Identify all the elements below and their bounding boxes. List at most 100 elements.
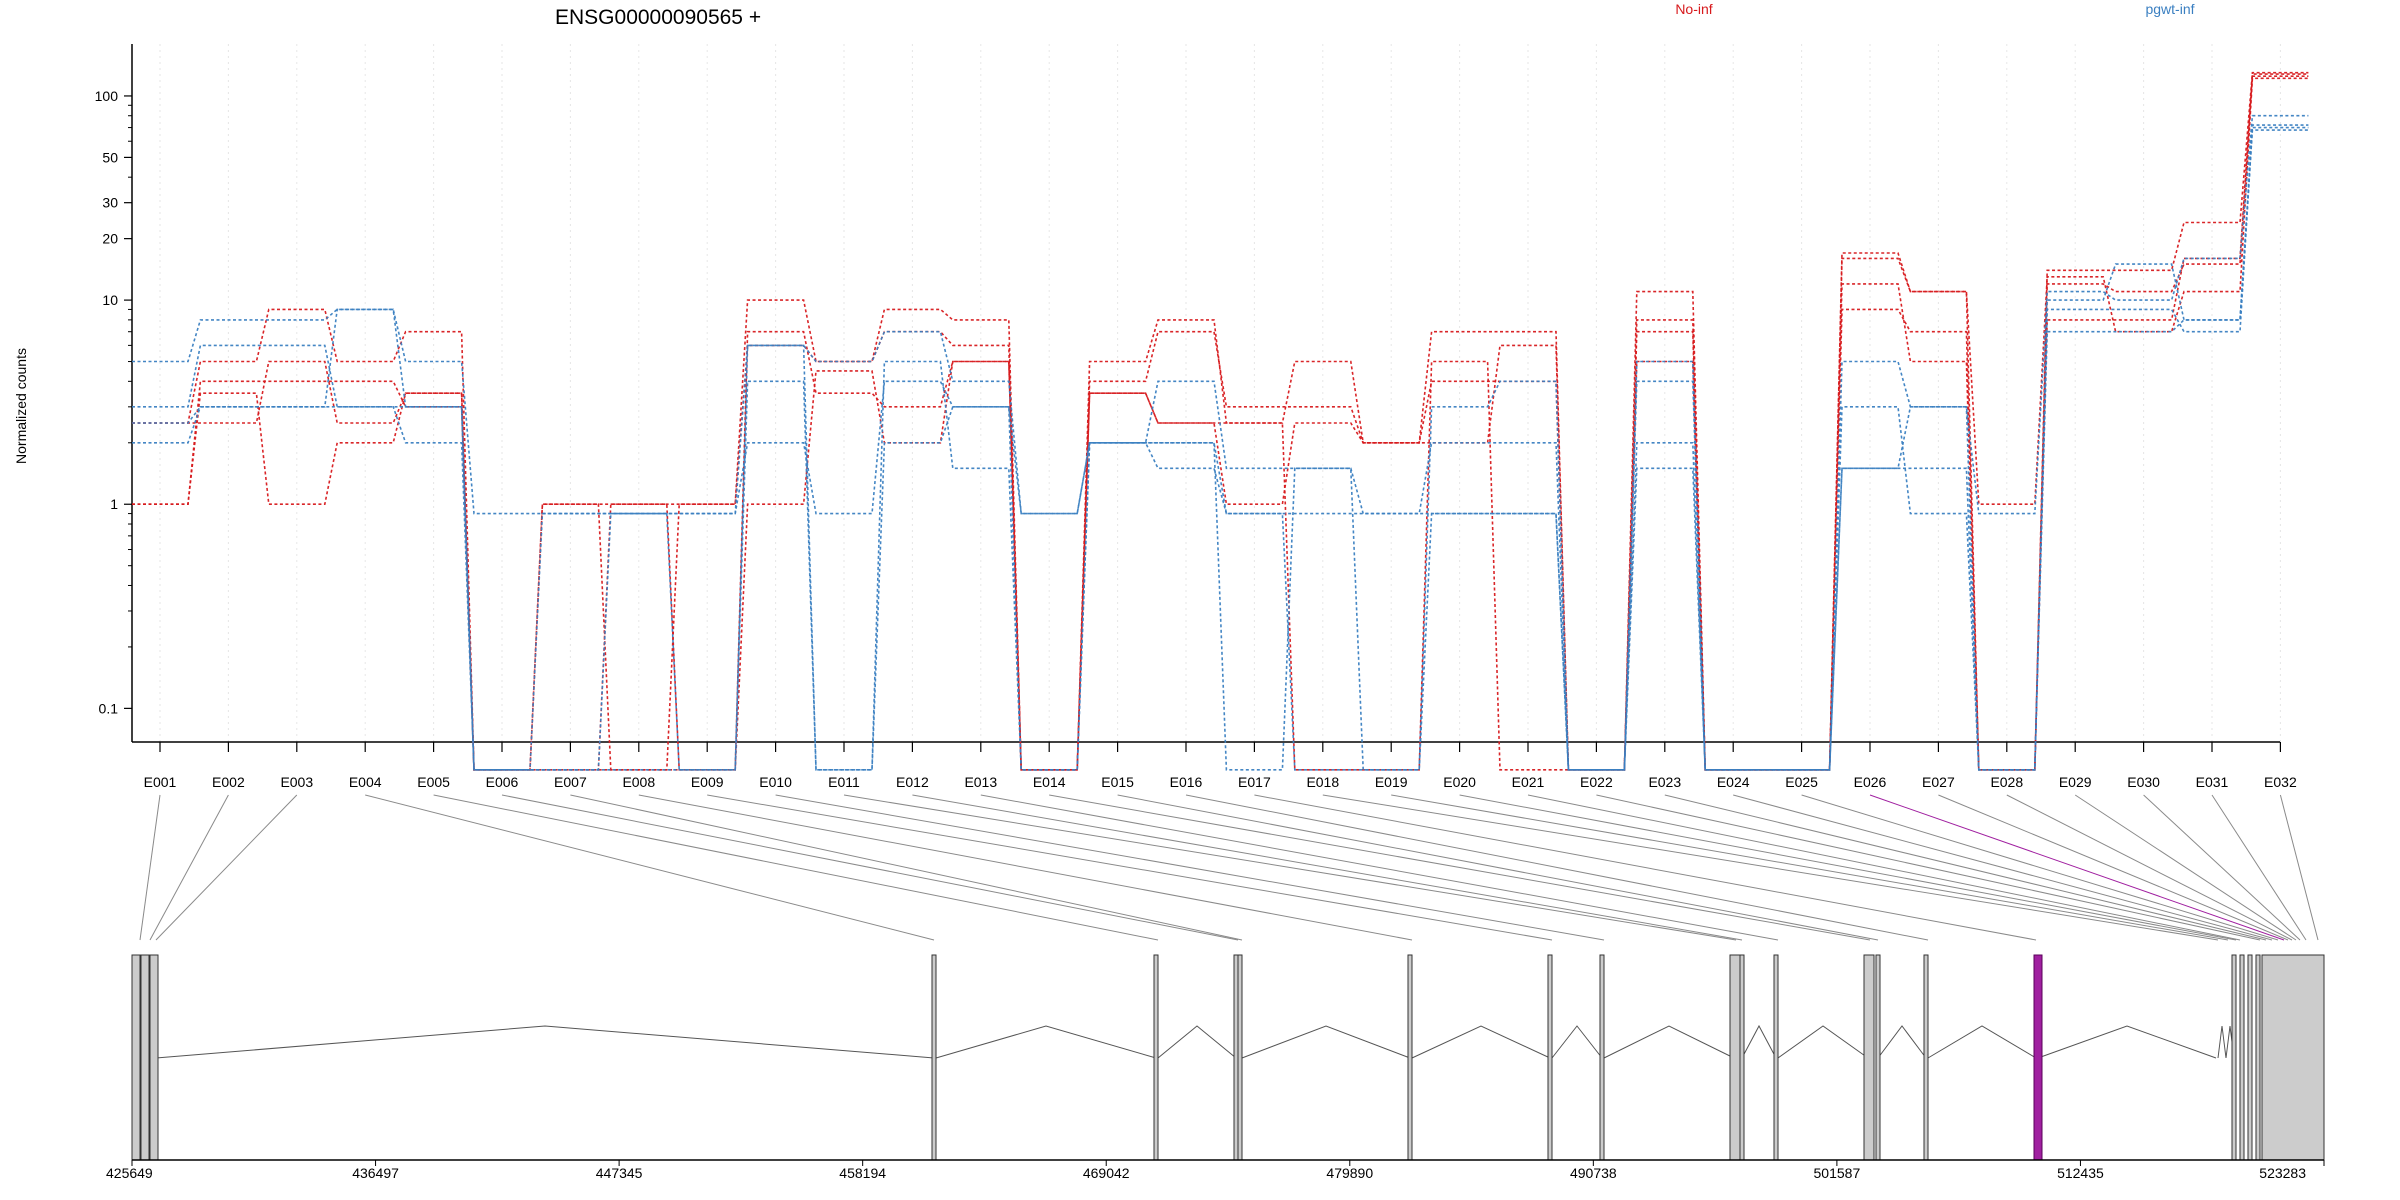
x-tick-label-e018: E018: [1306, 774, 1339, 790]
x-tick-label-e019: E019: [1375, 774, 1408, 790]
exon-block-12: [1739, 954, 1745, 1161]
x-tick-label-e007: E007: [554, 774, 587, 790]
exon-block-17: [2231, 954, 2237, 1161]
connector-e031: [2211, 794, 2307, 941]
genomic-tick-label: 523283: [2259, 1165, 2306, 1181]
exon-connectors: [139, 794, 2319, 941]
series-line-5: [132, 114, 2309, 771]
intron-4: [1241, 1025, 1411, 1059]
connector-e013: [980, 794, 1779, 941]
y-tick-label: 1: [110, 496, 118, 512]
exon-block-10: [1599, 954, 1605, 1161]
connector-e018: [1322, 794, 2219, 941]
series-line-2: [132, 71, 2309, 771]
x-tick-label-e020: E020: [1443, 774, 1476, 790]
connector-e010: [775, 794, 1605, 941]
genomic-tick-label: 447345: [596, 1165, 643, 1181]
legend-entry-no-inf: No-inf: [1675, 1, 1712, 17]
x-tick-label-e024: E024: [1717, 774, 1750, 790]
exon-block-9: [1547, 954, 1553, 1161]
highlighted-exon-e026: [2033, 954, 2043, 1161]
intron-3: [1157, 1025, 1237, 1059]
x-tick-label-e025: E025: [1785, 774, 1818, 790]
exon-block-1: [131, 954, 141, 1161]
x-tick-label-e015: E015: [1101, 774, 1134, 790]
connector-e002: [149, 794, 229, 941]
x-tick-label-e011: E011: [828, 774, 860, 790]
connector-e030: [2143, 794, 2301, 941]
exon-block-15: [1875, 954, 1881, 1161]
genomic-tick-label: 490738: [1570, 1165, 1617, 1181]
x-tick-label-e032: E032: [2264, 774, 2297, 790]
chart-title: ENSG00000090565 +: [555, 6, 761, 29]
intron-7: [1603, 1025, 1735, 1059]
intron-9: [1777, 1025, 1869, 1059]
x-tick-label-e010: E010: [759, 774, 792, 790]
exon-block-11: [1729, 954, 1741, 1161]
connector-e005: [433, 794, 1159, 941]
connector-e027: [1938, 794, 2289, 941]
x-tick-label-e021: E021: [1512, 774, 1545, 790]
connector-e025: [1801, 794, 2279, 941]
y-tick-label: 30: [102, 195, 118, 211]
x-tick-label-e016: E016: [1170, 774, 1203, 790]
exon-block-20: [2255, 954, 2261, 1161]
genomic-axis: 425649 436497 447345 458194 469042 479890 4907…: [106, 1159, 2325, 1181]
genomic-tick-label: 512435: [2057, 1165, 2104, 1181]
intron-5: [1411, 1025, 1551, 1059]
x-tick-label-e005: E005: [417, 774, 450, 790]
connector-e029: [2074, 794, 2297, 941]
y-tick-label: 100: [95, 88, 119, 104]
series-line-8: [132, 124, 2309, 771]
exon-block-8: [1407, 954, 1413, 1161]
x-tick-label-e004: E004: [349, 774, 382, 790]
connector-e015: [1117, 794, 1879, 941]
x-tick-label-e013: E013: [964, 774, 997, 790]
connector-e004: [365, 794, 935, 941]
genomic-tick-label: 501587: [1814, 1165, 1861, 1181]
x-tick-label-e006: E006: [486, 774, 519, 790]
plot-axes: [131, 44, 2280, 743]
exon-block-4: [931, 954, 937, 1161]
x-tick-label-e003: E003: [280, 774, 313, 790]
x-tick-label-e002: E002: [212, 774, 245, 790]
exon-block-13: [1773, 954, 1779, 1161]
intron-11: [1927, 1025, 2037, 1059]
y-tick-label: 10: [102, 292, 118, 308]
connector-e021: [1527, 794, 2241, 941]
series-line-6: [132, 126, 2309, 771]
genomic-tick-label: 458194: [839, 1165, 886, 1181]
x-tick-label-e017: E017: [1238, 774, 1271, 790]
series-lines: [132, 71, 2309, 771]
connector-e017: [1254, 794, 2037, 941]
exon-block-7: [1237, 954, 1243, 1161]
x-tick-label-e028: E028: [1990, 774, 2023, 790]
gene-model: [131, 954, 2325, 1161]
connector-e026: [1869, 794, 2285, 941]
y-axis-label: Normalized counts: [13, 348, 29, 464]
exon-block-2: [140, 954, 150, 1161]
connector-e022: [1596, 794, 2261, 941]
x-tick-label-e012: E012: [896, 774, 929, 790]
x-tick-label-e008: E008: [622, 774, 655, 790]
series-line-4: [132, 73, 2309, 771]
x-tick-label-e009: E009: [691, 774, 724, 790]
x-tick-label-e027: E027: [1922, 774, 1955, 790]
connector-e008: [638, 794, 1413, 941]
exon-block-18: [2239, 954, 2245, 1161]
intron-13: [2217, 1025, 2227, 1059]
exon-block-14: [1863, 954, 1875, 1161]
x-tick-label-e023: E023: [1648, 774, 1681, 790]
connector-e011: [843, 794, 1737, 941]
connector-e009: [707, 794, 1553, 941]
connector-e006: [501, 794, 1239, 941]
exon-block-3: [149, 954, 159, 1161]
connector-e014: [1049, 794, 1871, 941]
x-tick-label-e001: E001: [144, 774, 177, 790]
intron-10: [1877, 1025, 1927, 1059]
intron-2: [935, 1025, 1157, 1059]
connector-e020: [1459, 794, 2237, 941]
y-axis-ticks: 0.1 1 10 20 30 50 100: [95, 88, 132, 716]
connector-e012: [912, 794, 1743, 941]
